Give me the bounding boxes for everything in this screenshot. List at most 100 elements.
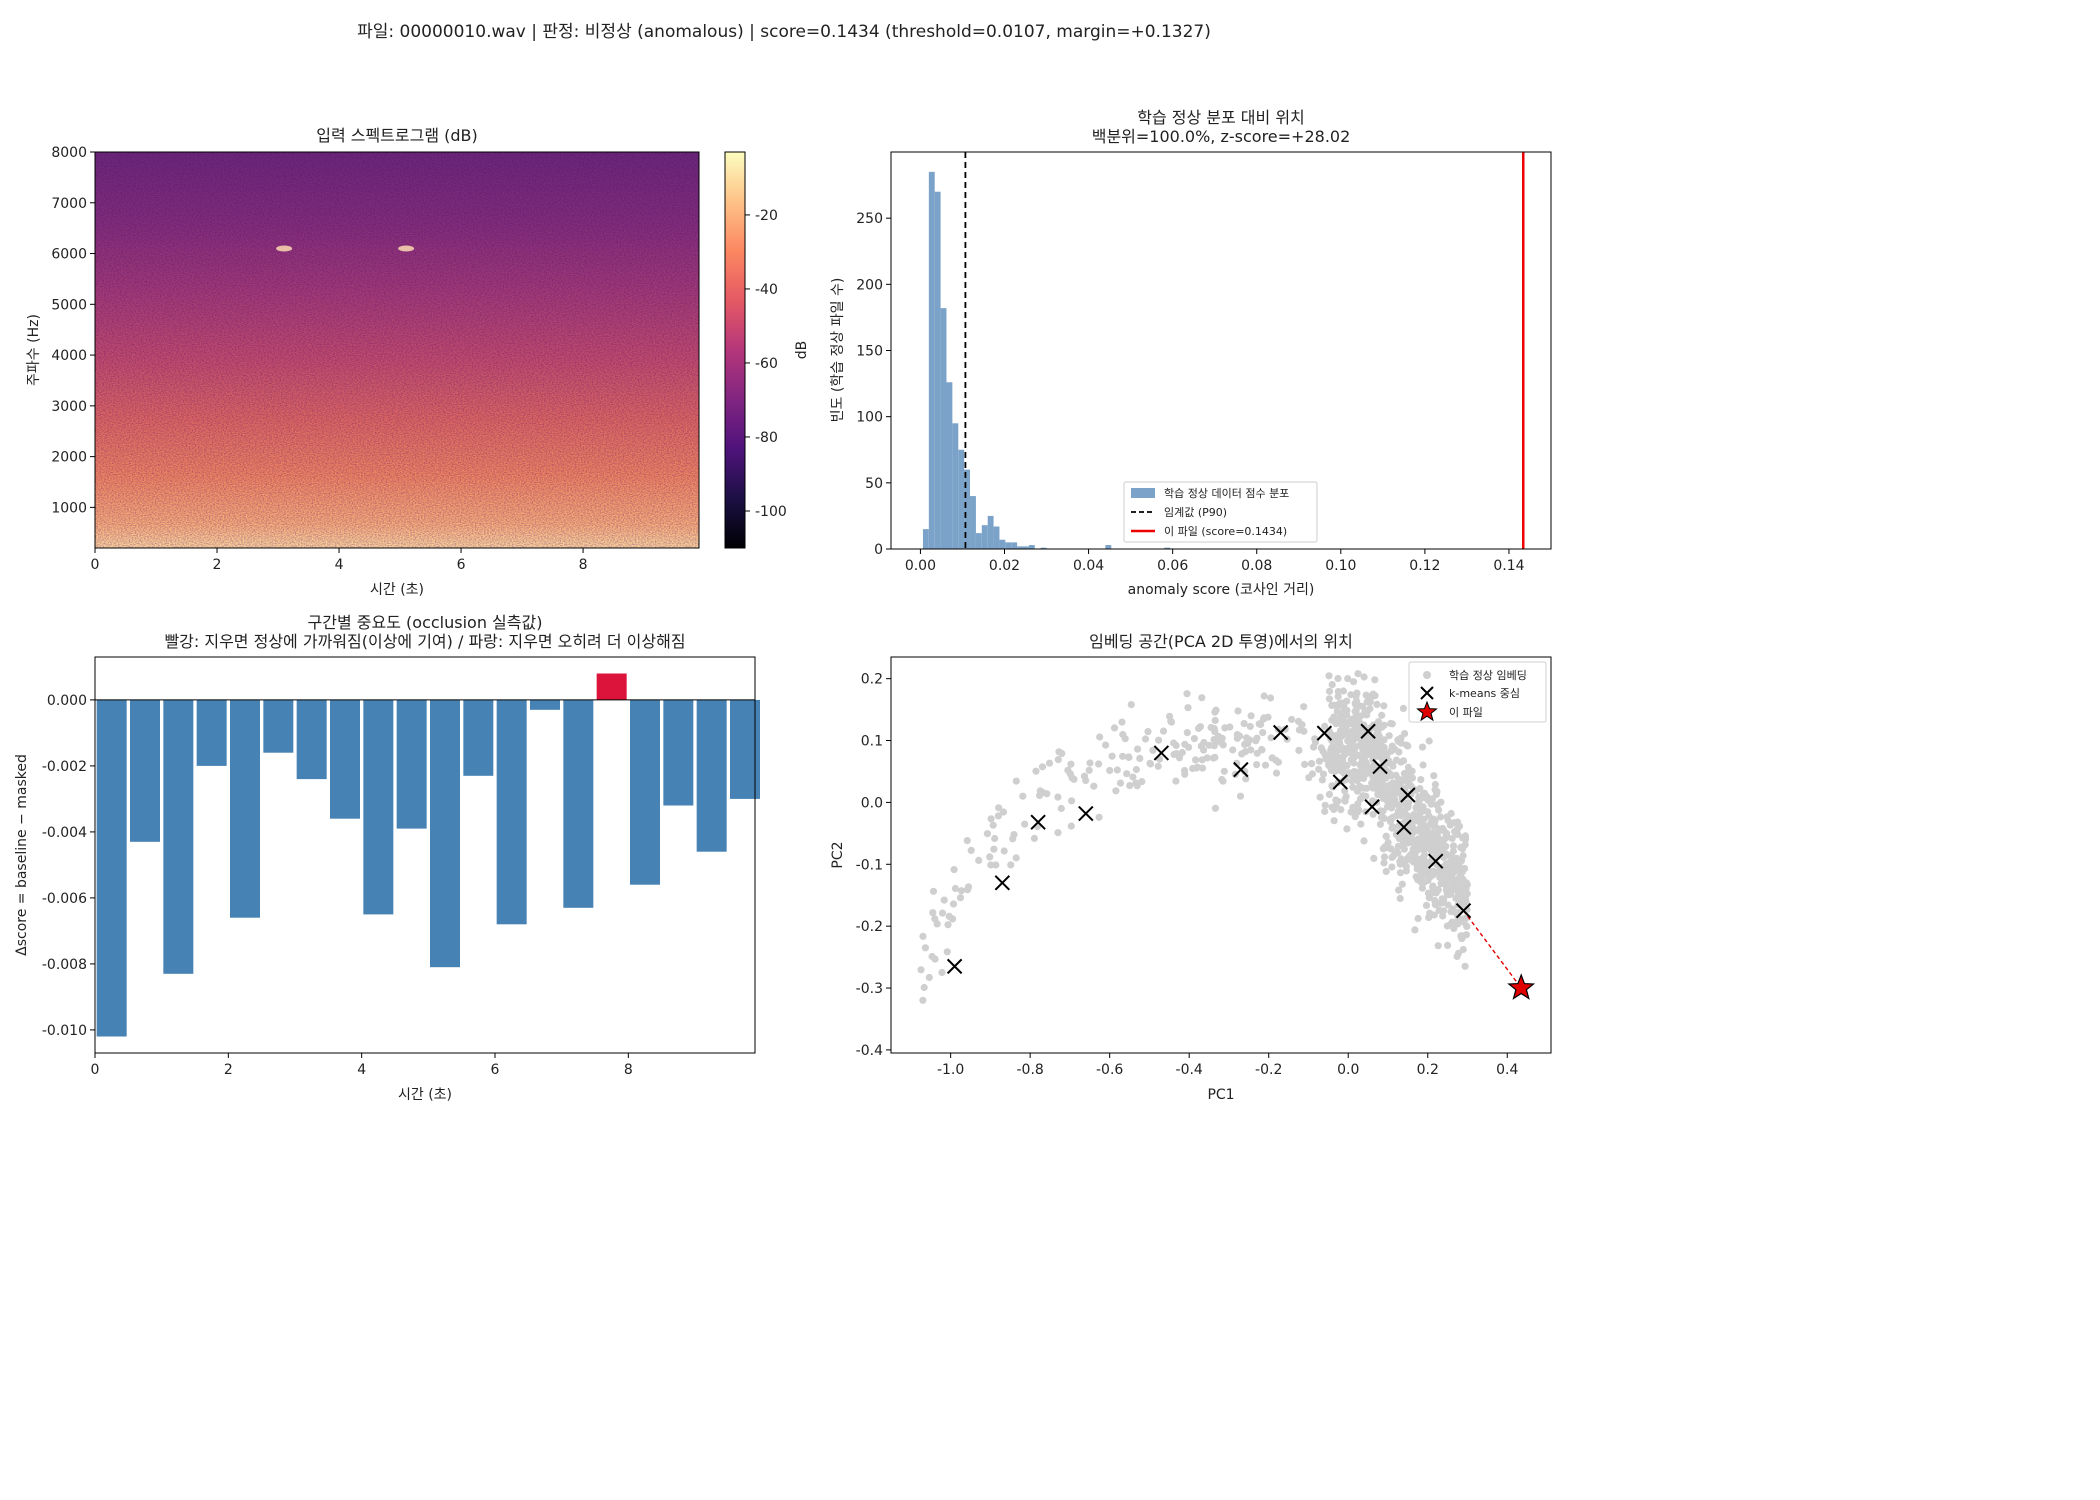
embedding-point [1106, 766, 1114, 775]
kmeans-center [1272, 724, 1289, 741]
x-tick-label: 0.0 [1337, 1062, 1359, 1078]
embedding-point [1416, 809, 1424, 817]
embedding-point [1354, 728, 1362, 736]
embedding-point [1257, 720, 1265, 729]
pca-panel: 임베딩 공간(PCA 2D 투영)에서의 위치 -1.0 -0.8 -0.6 -0.4… [830, 632, 1552, 1103]
histogram-bar [1005, 542, 1012, 549]
embedding-point [990, 845, 998, 853]
embedding-point [1036, 787, 1044, 795]
embedding-point [1434, 942, 1442, 950]
embedding-point [1240, 720, 1248, 728]
embedding-point [1000, 847, 1008, 855]
embedding-point [1045, 759, 1054, 767]
embedding-point [1399, 704, 1407, 713]
embedding-point [1448, 834, 1456, 843]
histogram-bar [975, 533, 982, 549]
histogram-bar [970, 496, 976, 549]
embedding-point [1380, 814, 1388, 823]
embedding-point [1126, 782, 1134, 790]
embedding-point [1401, 730, 1409, 738]
embedding-point [1181, 770, 1189, 778]
embedding-point [1411, 850, 1419, 858]
embedding-point [1435, 827, 1443, 836]
embedding-point [1349, 678, 1358, 686]
embedding-point [1267, 694, 1275, 702]
embedding-point [1391, 745, 1399, 753]
x-tick-label: -0.8 [1016, 1062, 1043, 1078]
y-tick-label: 250 [856, 211, 883, 227]
embedding-point [1247, 712, 1255, 720]
embedding-point [1330, 713, 1338, 721]
histogram-bar [1105, 545, 1112, 549]
embedding-point [1363, 698, 1371, 706]
x-tick-label: 6 [491, 1062, 500, 1078]
embedding-point [1272, 769, 1281, 777]
embedding-point [1178, 748, 1186, 757]
embedding-point [1389, 823, 1397, 831]
y-tick-label: 200 [856, 277, 883, 293]
embedding-point [1221, 724, 1229, 732]
occlusion-xlabel: 시간 (초) [398, 1087, 452, 1103]
embedding-point [1334, 797, 1342, 805]
embedding-point [1348, 770, 1356, 778]
embedding-point [994, 812, 1003, 820]
embedding-point [1449, 842, 1458, 850]
embedding-point [957, 887, 966, 895]
importance-bar [696, 699, 727, 852]
embedding-point [1288, 715, 1296, 724]
embedding-point [1396, 894, 1404, 903]
embedding-point [1420, 855, 1428, 863]
importance-bar [596, 673, 627, 700]
embedding-point [1338, 758, 1346, 766]
histogram-bar [946, 382, 953, 549]
embedding-point [1009, 835, 1017, 843]
embedding-point [1300, 703, 1308, 711]
embedding-point [1067, 822, 1075, 830]
legend-swatch-embedding [1423, 671, 1431, 679]
embedding-point [1167, 717, 1175, 725]
colorbar-tick-label: -100 [755, 504, 787, 520]
embedding-point [1068, 797, 1076, 805]
histogram-bar [922, 529, 929, 549]
embedding-point [1386, 770, 1394, 778]
occlusion-ylabel: Δscore = baseline − masked [14, 754, 30, 956]
embedding-point [1252, 737, 1260, 745]
kmeans-center [1078, 805, 1094, 822]
kmeans-center [1316, 725, 1333, 741]
embedding-point [1086, 759, 1094, 767]
occlusion-panel: 구간별 중요도 (occlusion 실측값) 빨강: 지우면 정상에 가까워짐… [14, 613, 760, 1103]
x-tick-label: -0.2 [1255, 1062, 1282, 1078]
embedding-point [1183, 729, 1191, 737]
embedding-point [1190, 735, 1198, 743]
embedding-point [1319, 770, 1328, 778]
embedding-point [1374, 781, 1382, 789]
y-tick-label: 0.1 [861, 734, 883, 750]
embedding-point [1426, 909, 1434, 917]
embedding-point [1136, 754, 1144, 763]
figure-suptitle: 파일: 00000010.wav | 판정: 비정상 (anomalous) |… [357, 22, 1211, 42]
kmeans-center [1364, 799, 1380, 815]
embedding-point [1395, 886, 1403, 894]
embedding-point [1455, 822, 1464, 830]
embedding-point [1315, 757, 1323, 765]
embedding-point [1233, 759, 1241, 767]
embedding-point [1424, 889, 1432, 897]
x-tick-label: 8 [624, 1062, 633, 1078]
kmeans-center [1332, 774, 1348, 790]
embedding-point [1453, 854, 1461, 863]
embedding-point [1357, 712, 1365, 720]
embedding-point [1355, 806, 1363, 814]
embedding-point [1387, 760, 1395, 768]
embedding-point [1012, 777, 1020, 785]
embedding-point [1380, 702, 1388, 710]
histogram-bar [1040, 547, 1047, 549]
embedding-point [987, 815, 995, 823]
histogram-bar [934, 191, 941, 549]
embedding-point [1433, 801, 1441, 809]
embedding-point [1183, 690, 1191, 698]
pca-xlabel: PC1 [1207, 1087, 1234, 1103]
embedding-point [1335, 738, 1344, 746]
embedding-point [929, 909, 937, 917]
embedding-point [1344, 675, 1352, 683]
spectrogram-panel: 입력 스펙트로그램 (dB) 0 2 4 6 8 1000 2000 3000 4000 500… [26, 126, 810, 598]
